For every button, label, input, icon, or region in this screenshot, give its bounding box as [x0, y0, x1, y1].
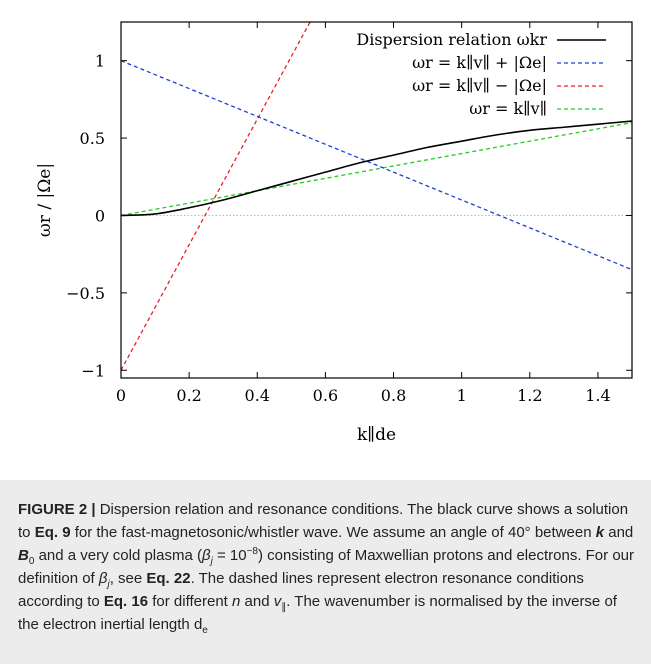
x-tick-label: 1.2 — [517, 386, 542, 405]
y-tick-label: −1 — [81, 361, 105, 380]
legend-label: ωr = k∥v∥ — [469, 99, 547, 118]
figure-caption: FIGURE 2 | Dispersion relation and reson… — [0, 480, 651, 664]
x-tick-label: 0.4 — [245, 386, 270, 405]
y-axis-label: ωr / |Ωe| — [35, 163, 55, 237]
caption-symbol-v: v — [273, 593, 282, 610]
x-tick-label: 1.4 — [585, 386, 610, 405]
caption-text: ) consisting of Maxwellian protons and e… — [18, 547, 634, 587]
x-tick-label: 0.8 — [381, 386, 406, 405]
plot-frame — [120, 21, 633, 379]
legend-label: ωr = k∥v∥ + |Ωe| — [412, 53, 547, 72]
caption-subscript: j — [107, 579, 110, 590]
caption-eq-link[interactable]: Eq. 9 — [34, 524, 71, 541]
caption-subscript: e — [202, 625, 208, 636]
caption-text: and a very cold plasma ( — [34, 547, 202, 564]
caption-symbol-beta: β — [98, 570, 108, 587]
caption-subscript: ∥ — [281, 602, 287, 613]
series-layer — [121, 22, 632, 371]
y-tick-label: 0 — [95, 206, 105, 225]
caption-symbol-b: B — [18, 547, 29, 564]
caption-label: FIGURE 2 | — [18, 501, 96, 518]
tick-layer: 0 0.2 0.4 0.6 0.8 1 1.2 1.4 −1 −0.5 0 0.5 1 — [66, 22, 632, 405]
legend-label: ωr = k∥v∥ − |Ωe| — [412, 76, 547, 95]
x-tick-label: 0 — [116, 386, 126, 405]
series-line-3 — [121, 121, 632, 217]
series-line-0 — [121, 120, 632, 217]
caption-eq-link[interactable]: Eq. 22 — [146, 570, 191, 587]
caption-superscript: −8 — [246, 546, 258, 557]
caption-subscript: 0 — [28, 556, 35, 567]
caption-symbol-k: k — [595, 524, 605, 541]
caption-text: and — [604, 524, 634, 541]
caption-subscript: j — [210, 556, 213, 567]
caption-text: , see — [109, 570, 147, 587]
caption-text: for the fast-magnetosonic/whistler wave.… — [70, 524, 596, 541]
x-axis-label: k∥de — [357, 425, 396, 445]
y-tick-label: 0.5 — [80, 129, 105, 148]
x-tick-label: 0.2 — [176, 386, 201, 405]
x-tick-label: 0.6 — [313, 386, 338, 405]
caption-text: for different — [148, 593, 233, 610]
caption-text: = 10 — [212, 547, 247, 564]
series-line-1 — [121, 60, 632, 271]
caption-text: . The wavenumber is normalised by the in… — [18, 593, 617, 633]
caption-text: and — [240, 593, 274, 610]
caption-symbol-beta: β — [201, 547, 211, 564]
legend-label: Dispersion relation ωkr — [356, 30, 547, 49]
caption-text: Dispersion relation and resonance condit… — [18, 501, 629, 541]
chart-figure: 0 0.2 0.4 0.6 0.8 1 1.2 1.4 −1 −0.5 0 0.5 1 Dispersi… — [35, 21, 633, 445]
y-tick-label: 1 — [95, 52, 105, 71]
caption-eq-link[interactable]: Eq. 16 — [103, 593, 149, 610]
y-tick-label: −0.5 — [66, 284, 105, 303]
x-tick-label: 1 — [457, 386, 467, 405]
series-line-2 — [121, 22, 311, 371]
caption-text: . The dashed lines represent electron re… — [18, 570, 584, 610]
caption-symbol-n: n — [232, 593, 241, 610]
legend: Dispersion relation ωkr ωr = k∥v∥ + |Ωe| ω… — [356, 30, 606, 118]
